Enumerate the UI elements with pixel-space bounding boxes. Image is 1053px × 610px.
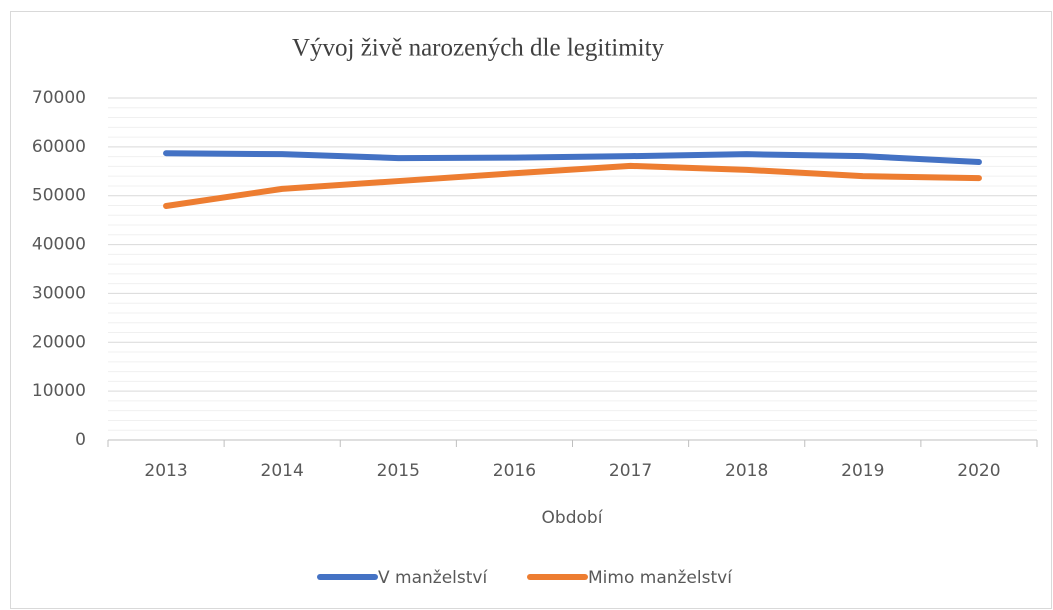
y-tick-label: 50000	[32, 186, 86, 206]
x-tick-label: 2018	[725, 461, 768, 481]
line-series	[163, 162, 982, 209]
x-tick-label: 2020	[957, 461, 1000, 481]
chart-border	[10, 11, 1052, 609]
line-series	[163, 150, 982, 166]
y-tick-label: 40000	[32, 235, 86, 255]
x-tick-label: 2015	[377, 461, 420, 481]
y-tick-label: 60000	[32, 137, 86, 157]
x-axis-title: Období	[542, 508, 604, 528]
x-tick-label: 2017	[609, 461, 652, 481]
y-tick-label: 30000	[32, 283, 86, 303]
y-tick-label: 70000	[32, 88, 86, 108]
chart-title: Vývoj živě narozených dle legitimity	[292, 35, 665, 62]
x-tick-label: 2016	[493, 461, 536, 481]
x-tick-label: 2014	[261, 461, 304, 481]
x-tick-label: 2019	[841, 461, 884, 481]
x-tick-label: 2013	[144, 461, 187, 481]
legend-label: V manželství	[378, 568, 488, 588]
legend-label: Mimo manželství	[588, 568, 733, 588]
y-tick-label: 20000	[32, 332, 86, 352]
y-tick-label: 0	[75, 430, 86, 450]
y-tick-label: 10000	[32, 381, 86, 401]
